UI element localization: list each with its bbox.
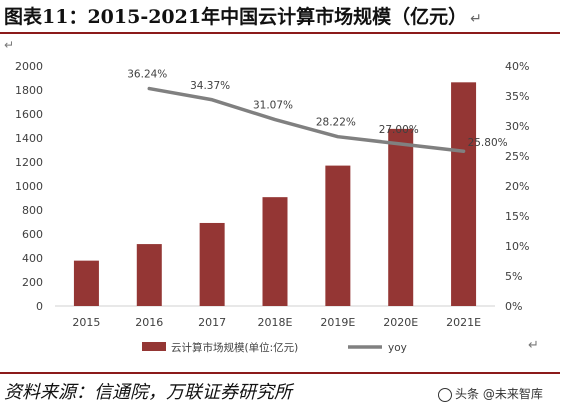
yoy-data-label: 34.37%: [190, 80, 230, 92]
title-rule: [0, 32, 560, 34]
bar: [325, 165, 351, 306]
y-left-tick-label: 2000: [15, 60, 43, 73]
bar: [451, 82, 477, 306]
x-tick-label: 2016: [135, 316, 163, 329]
y-left-tick-label: 1200: [15, 156, 43, 169]
y-right-tick-label: 5%: [505, 270, 522, 283]
paragraph-mark-top: ↵: [4, 38, 15, 52]
y-right-tick-label: 35%: [505, 90, 529, 103]
x-tick-label: 2017: [198, 316, 226, 329]
yoy-line: [147, 86, 466, 153]
legend: 云计算市场规模(单位:亿元) yoy: [142, 341, 407, 354]
y-left-tick-label: 1600: [15, 108, 43, 121]
y-left-tick-label: 0: [36, 300, 43, 313]
x-tick-label: 2015: [72, 316, 100, 329]
legend-swatch-bar: [142, 342, 166, 351]
x-tick-label: 2019E: [320, 316, 355, 329]
yoy-data-label: 36.24%: [127, 69, 167, 81]
bar: [262, 197, 288, 306]
y-right-tick-label: 10%: [505, 240, 529, 253]
yoy-data-label: 27.00%: [379, 124, 419, 136]
y-left-tick-label: 200: [22, 276, 43, 289]
y-right-tick-label: 30%: [505, 120, 529, 133]
x-tick-label: 2020E: [383, 316, 418, 329]
watermark-logo-icon: [438, 387, 452, 402]
bar: [388, 128, 414, 306]
legend-label-bar: 云计算市场规模(单位:亿元): [171, 341, 298, 354]
chart-title: 图表11：2015-2021年中国云计算市场规模（亿元） ↵: [4, 6, 482, 28]
y-right-tick-label: 0%: [505, 300, 522, 313]
y-right-tick-label: 40%: [505, 60, 529, 73]
yoy-data-label: 25.80%: [468, 137, 508, 149]
y-right-tick-label: 15%: [505, 210, 529, 223]
yoy-line-series: 36.24% 34.37% 31.07% 28.22% 27.00% 25.80%: [127, 69, 508, 153]
y-left-tick-label: 400: [22, 252, 43, 265]
y-left-tick-label: 600: [22, 228, 43, 241]
yoy-data-label: 31.07%: [253, 100, 293, 112]
y-left-tick-label: 1800: [15, 84, 43, 97]
bar: [199, 222, 225, 306]
axes: 0 200 400 600 800 1000 1200 1400 1600 1800 2000 0% 5…: [15, 60, 529, 329]
x-tick-label: 2021E: [446, 316, 481, 329]
y-right-tick-label: 25%: [505, 150, 529, 163]
bar: [73, 260, 99, 306]
y-left-tick-label: 1400: [15, 132, 43, 145]
legend-label-line: yoy: [388, 342, 407, 354]
source-rule: [0, 372, 560, 374]
paragraph-mark-bottom: ↵: [528, 338, 539, 353]
y-left-tick-label: 800: [22, 204, 43, 217]
source-note: 资料来源：信通院，万联证券研究所: [4, 382, 292, 403]
y-left-tick-label: 1000: [15, 180, 43, 193]
watermark: 头条 @未来智库: [438, 384, 543, 404]
y-right-tick-label: 20%: [505, 180, 529, 193]
bar-series: [73, 82, 477, 306]
bar: [136, 244, 162, 306]
x-tick-label: 2018E: [258, 316, 293, 329]
yoy-data-label: 28.22%: [316, 117, 356, 129]
